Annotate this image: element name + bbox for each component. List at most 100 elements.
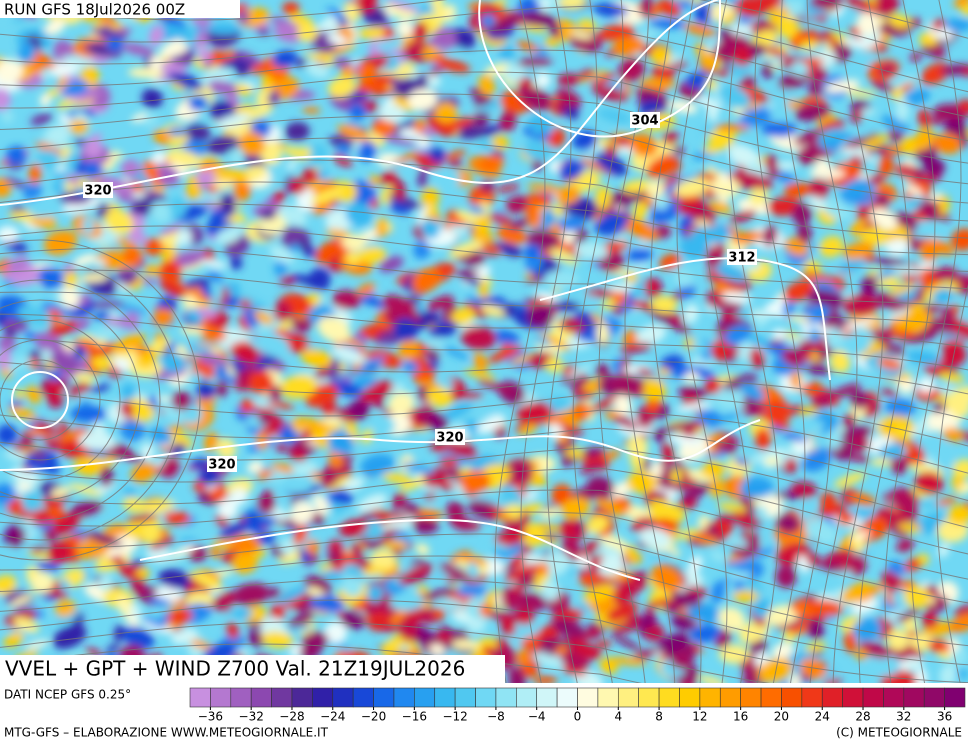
field-blob [508, 673, 526, 683]
geopotential-contours [0, 0, 831, 581]
field-blob [809, 178, 829, 201]
field-blob [345, 202, 374, 227]
field-blob [340, 65, 355, 79]
field-blob [480, 304, 506, 317]
field-blob [870, 208, 898, 230]
field-blob [738, 171, 774, 190]
field-blob [116, 267, 138, 285]
field-blob [690, 624, 721, 643]
colorbar-swatch [189, 687, 211, 708]
field-blob [337, 124, 369, 141]
streamline [546, 0, 598, 683]
field-blob [575, 522, 587, 535]
field-blob [527, 183, 565, 194]
field-blob [254, 355, 277, 371]
field-blob [273, 300, 292, 322]
field-blob [937, 518, 968, 543]
streamline [0, 599, 968, 683]
field-blob [396, 20, 414, 37]
field-blob [577, 69, 595, 80]
field-blob [764, 298, 791, 313]
field-blob [317, 316, 351, 343]
field-blob [479, 246, 502, 254]
field-blob [82, 217, 95, 235]
field-blob [324, 621, 348, 644]
field-blob [718, 84, 751, 109]
field-blob [782, 348, 805, 367]
field-blob [384, 0, 420, 13]
field-blob [198, 47, 211, 63]
field-blob [382, 27, 395, 40]
streamline [0, 259, 181, 541]
field-blob [90, 28, 128, 39]
field-blob [0, 483, 17, 505]
colorbar-tick-label: 12 [692, 710, 707, 724]
field-blob [247, 460, 264, 474]
field-blob [639, 77, 676, 90]
field-blob [476, 379, 514, 393]
field-blob [532, 523, 565, 532]
field-blob [0, 88, 11, 111]
field-blob [90, 301, 125, 308]
field-blob [875, 193, 890, 205]
field-blob [123, 487, 137, 498]
field-blob [618, 57, 645, 82]
field-blob [321, 399, 337, 417]
field-blob [773, 161, 799, 170]
run-label: RUN GFS 18Jul2026 00Z [4, 1, 185, 19]
field-blob [740, 86, 766, 97]
colorbar-swatch [291, 687, 313, 708]
field-blob [680, 482, 712, 502]
streamline [0, 339, 101, 461]
colorbar-tick-label: −20 [361, 710, 386, 724]
field-blob [730, 210, 757, 223]
streamline [0, 93, 968, 185]
colorbar-swatch [842, 687, 864, 708]
field-blob [541, 579, 560, 601]
field-blob [466, 562, 480, 579]
field-blob [352, 376, 380, 389]
field-blob [672, 592, 702, 607]
field-blob [275, 443, 288, 453]
field-blob [243, 605, 267, 624]
field-blob [841, 318, 877, 331]
colorbar-swatch [250, 687, 272, 708]
field-blob [122, 245, 143, 267]
field-blob [187, 173, 199, 198]
field-blob [141, 521, 163, 545]
field-blob [650, 461, 663, 479]
field-blob [490, 12, 524, 33]
field-blob [432, 607, 446, 618]
field-blob [656, 0, 681, 17]
field-blob [636, 324, 667, 345]
field-blob [468, 205, 486, 215]
field-blob [379, 256, 404, 273]
field-blob [73, 372, 96, 384]
field-blob [159, 528, 170, 539]
field-blob [519, 423, 538, 436]
field-blob [206, 135, 240, 155]
field-blob [368, 175, 381, 186]
field-blob [488, 213, 514, 225]
field-blob [317, 169, 328, 181]
field-blob [784, 457, 798, 474]
field-blob [233, 582, 270, 606]
field-blob [477, 414, 506, 434]
field-blob [226, 477, 254, 497]
field-blob [797, 554, 810, 574]
streamline [0, 387, 968, 447]
field-blob [170, 628, 199, 645]
field-blob [799, 406, 819, 415]
contour-line [0, 0, 720, 206]
field-blob [448, 513, 474, 532]
field-blob [165, 149, 202, 168]
field-blob [180, 326, 205, 335]
colorbar-swatch [679, 687, 701, 708]
field-blob [420, 588, 457, 600]
field-blob [629, 133, 658, 157]
field-blob [460, 274, 482, 285]
field-blob [23, 181, 42, 202]
field-blob [761, 62, 773, 79]
field-blob [302, 107, 321, 114]
field-blob [48, 320, 78, 337]
